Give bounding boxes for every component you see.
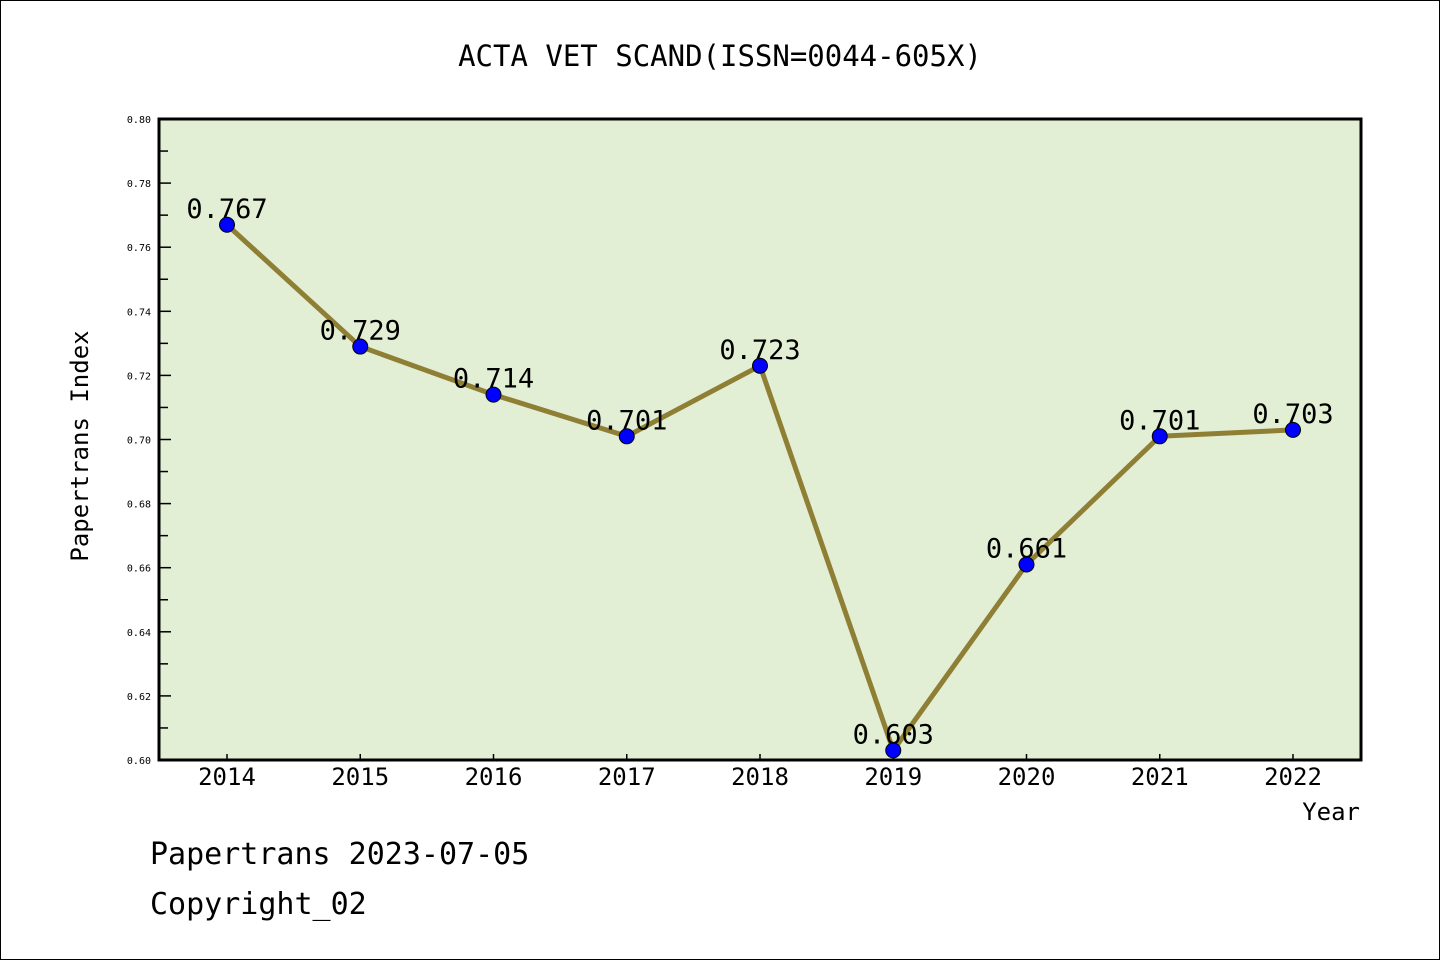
data-label: 0.701 (1119, 405, 1200, 436)
data-point (752, 357, 768, 374)
y-tick-label: 0.80 (127, 115, 151, 126)
data-label: 0.714 (453, 364, 534, 395)
y-tick-label: 0.76 (127, 243, 151, 254)
y-tick-label: 0.60 (127, 756, 151, 767)
x-axis-label: Year (1302, 798, 1360, 826)
y-tick-label: 0.66 (127, 564, 151, 575)
data-label: 0.767 (186, 194, 267, 225)
x-tick-label: 2015 (331, 763, 389, 791)
y-tick-label: 0.62 (127, 692, 151, 703)
x-tick-label: 2022 (1264, 763, 1322, 791)
plot-area (159, 119, 1361, 760)
footer-copyright: Copyright_02 (150, 887, 367, 922)
y-tick-label: 0.64 (127, 628, 151, 639)
y-tick-label: 0.74 (127, 307, 151, 318)
data-point (618, 428, 635, 445)
footer-date: Papertrans 2023-07-05 (150, 837, 529, 872)
y-tick-label: 0.70 (127, 436, 151, 447)
plot-border (157, 117, 1363, 762)
x-tick-label: 2016 (465, 763, 523, 791)
data-point (219, 216, 235, 233)
y-tick-label: 0.68 (127, 500, 151, 511)
data-point (485, 386, 502, 403)
x-tick-label: 2017 (598, 763, 656, 791)
x-tick-label: 2021 (1131, 763, 1189, 791)
data-label: 0.701 (586, 405, 667, 436)
chart-title: ACTA VET SCAND(ISSN=0044-605X) (458, 39, 982, 73)
data-point (352, 338, 369, 355)
y-tick-label: 0.72 (127, 371, 151, 382)
data-label: 0.723 (719, 335, 800, 366)
data-label: 0.661 (986, 533, 1067, 564)
data-label: 0.703 (1252, 399, 1333, 430)
y-tick-label: 0.78 (127, 179, 151, 190)
data-label: 0.729 (320, 316, 401, 347)
x-tick-label: 2019 (864, 763, 922, 791)
x-tick-label: 2014 (198, 763, 256, 791)
x-tick-label: 2018 (731, 763, 789, 791)
data-point (885, 742, 902, 759)
data-point (1285, 421, 1301, 438)
x-tick-label: 2020 (998, 763, 1056, 791)
data-label: 0.603 (853, 719, 934, 750)
data-point (1018, 556, 1035, 573)
y-axis-label: Papertrans Index (66, 330, 94, 561)
data-point (1151, 428, 1168, 445)
